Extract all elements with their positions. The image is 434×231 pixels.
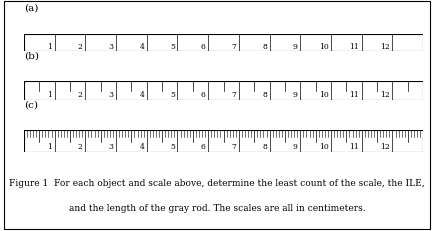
Text: (c): (c) (24, 100, 38, 109)
Text: 5: 5 (170, 43, 175, 51)
Text: 8: 8 (262, 143, 267, 151)
Text: 11: 11 (349, 91, 359, 99)
Text: 4: 4 (139, 91, 144, 99)
Text: 9: 9 (293, 143, 298, 151)
Text: 2: 2 (78, 143, 83, 151)
Text: 5: 5 (170, 91, 175, 99)
Text: 3: 3 (108, 91, 114, 99)
Text: 1: 1 (47, 43, 52, 51)
Text: 3: 3 (108, 143, 114, 151)
Text: 5: 5 (170, 143, 175, 151)
Text: 2: 2 (78, 91, 83, 99)
Text: 6: 6 (201, 43, 206, 51)
Text: 12: 12 (380, 43, 390, 51)
Text: 12: 12 (380, 91, 390, 99)
Text: 6: 6 (201, 143, 206, 151)
Text: 1: 1 (47, 143, 52, 151)
Text: 10: 10 (319, 143, 329, 151)
Text: Figure 1  For each object and scale above, determine the least count of the scal: Figure 1 For each object and scale above… (9, 178, 425, 187)
Text: 1: 1 (47, 91, 52, 99)
Text: 12: 12 (380, 143, 390, 151)
Text: (b): (b) (24, 51, 39, 60)
Text: 11: 11 (349, 43, 359, 51)
Text: 7: 7 (231, 143, 237, 151)
Text: 10: 10 (319, 91, 329, 99)
Text: 3: 3 (108, 43, 114, 51)
Text: 11: 11 (349, 143, 359, 151)
Text: 7: 7 (231, 43, 237, 51)
Text: 2: 2 (78, 43, 83, 51)
Text: (a): (a) (24, 4, 38, 13)
Text: 9: 9 (293, 43, 298, 51)
Text: 7: 7 (231, 91, 237, 99)
Text: 4: 4 (139, 43, 144, 51)
Text: 8: 8 (262, 43, 267, 51)
Text: 9: 9 (293, 91, 298, 99)
Text: 4: 4 (139, 143, 144, 151)
Text: 8: 8 (262, 91, 267, 99)
Text: 10: 10 (319, 43, 329, 51)
Text: 6: 6 (201, 91, 206, 99)
Text: and the length of the gray rod. The scales are all in centimeters.: and the length of the gray rod. The scal… (69, 204, 365, 213)
